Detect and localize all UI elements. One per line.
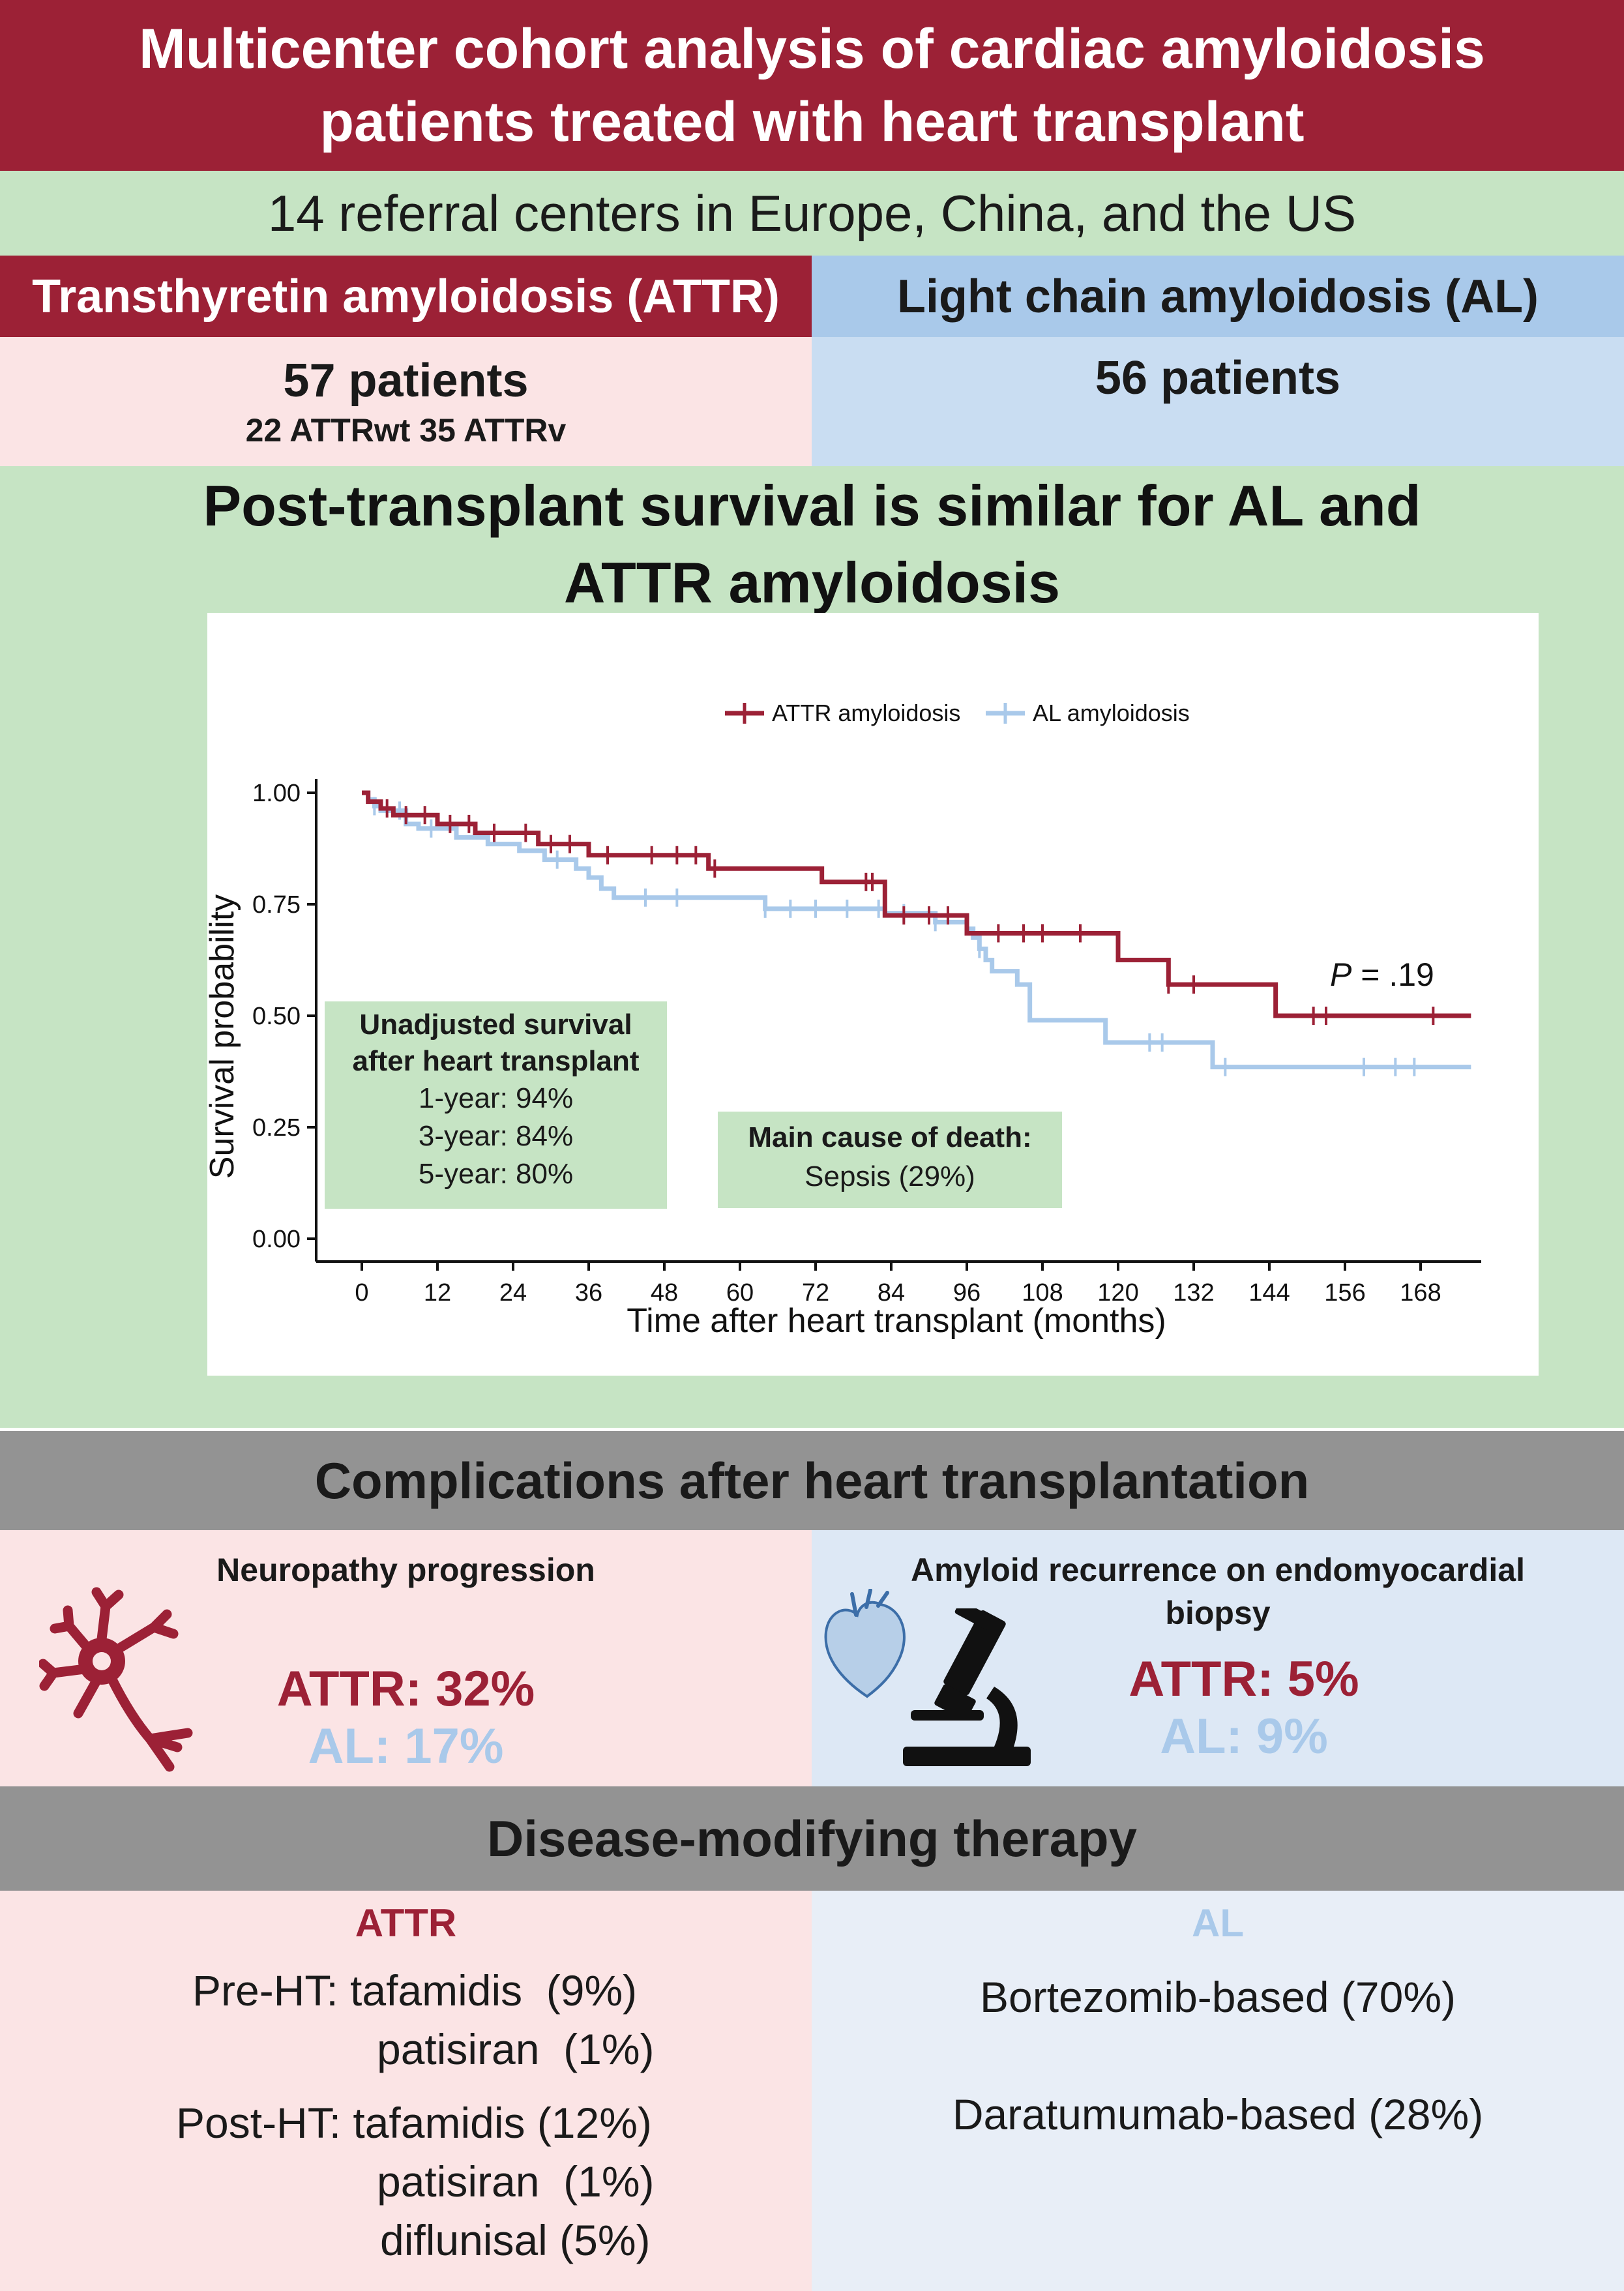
heart-icon xyxy=(824,1589,906,1698)
attr-post-ht-diflunisal: diflunisal (5%) xyxy=(380,2216,651,2264)
complications-header: Complications after heart transplantatio… xyxy=(0,1431,1624,1530)
attr-pre-ht-patisiran: patisiran (1%) xyxy=(377,2025,655,2073)
cause-title: Main cause of death: xyxy=(748,1121,1032,1153)
survival-title-line-2: ATTR amyloidosis xyxy=(563,550,1061,615)
neuropathy-al-value: AL: 17% xyxy=(308,1719,504,1774)
attr-pre-ht-tafamidis: Pre-HT: tafamidis (9%) xyxy=(192,1966,638,2015)
attr-patient-count: 57 patients xyxy=(283,355,529,407)
al-therapy-label: AL xyxy=(1192,1901,1244,1945)
unadjusted-title-1: Unadjusted survival xyxy=(359,1009,632,1041)
attr-group-header: Transthyretin amyloidosis (ATTR) xyxy=(0,256,812,337)
attr-post-ht-tafamidis: Post-HT: tafamidis (12%) xyxy=(176,2099,652,2147)
recurrence-al-value: AL: 9% xyxy=(1160,1709,1328,1764)
attr-therapy-label: ATTR xyxy=(355,1901,457,1945)
al-group-header: Light chain amyloidosis (AL) xyxy=(812,256,1624,337)
unadjusted-title-2: after heart transplant xyxy=(352,1045,640,1077)
al-daratumumab: Daratumumab-based (28%) xyxy=(952,2090,1484,2138)
therapy-header: Disease-modifying therapy xyxy=(0,1786,1624,1891)
al-bortezomib: Bortezomib-based (70%) xyxy=(980,1973,1456,2021)
unadjusted-survival-box: Unadjusted survival after heart transpla… xyxy=(325,1001,667,1209)
neuropathy-attr-value: ATTR: 32% xyxy=(276,1661,535,1717)
al-count-box: 56 patients xyxy=(812,337,1624,466)
unadjusted-1-year: 1-year: 94% xyxy=(418,1082,574,1114)
neuropathy-title: Neuropathy progression xyxy=(216,1552,595,1588)
cause-value: Sepsis (29%) xyxy=(805,1160,975,1192)
subtitle: 14 referral centers in Europe, China, an… xyxy=(0,171,1624,256)
neuron-icon xyxy=(39,1587,193,1772)
plot-panel xyxy=(207,613,1539,1376)
attr-therapy-box: ATTR Pre-HT: tafamidis (9%) patisiran (1… xyxy=(0,1891,812,2291)
title-line-1: Multicenter cohort analysis of cardiac a… xyxy=(139,18,1485,80)
unadjusted-3-year: 3-year: 84% xyxy=(418,1120,574,1152)
cause-of-death-box: Main cause of death: Sepsis (29%) xyxy=(718,1112,1062,1208)
attr-breakdown: 22 ATTRwt 35 ATTRv xyxy=(245,412,567,449)
recurrence-box: Amyloid recurrence on endomyocardial bio… xyxy=(812,1530,1624,1786)
al-therapy-box: AL Bortezomib-based (70%) Daratumumab-ba… xyxy=(812,1891,1624,2291)
microscope-icon xyxy=(903,1608,1031,1766)
survival-title-line-1: Post-transplant survival is similar for … xyxy=(203,473,1421,538)
page-title: Multicenter cohort analysis of cardiac a… xyxy=(0,0,1624,171)
title-line-2: patients treated with heart transplant xyxy=(319,91,1305,153)
recurrence-title: Amyloid recurrence on endomyocardial bio… xyxy=(812,1548,1624,1634)
recurrence-title-1: Amyloid recurrence on endomyocardial xyxy=(911,1552,1525,1588)
survival-title: Post-transplant survival is similar for … xyxy=(0,466,1624,623)
recurrence-title-2: biopsy xyxy=(1165,1595,1271,1631)
al-patient-count: 56 patients xyxy=(1095,352,1341,404)
neuropathy-box: Neuropathy progression ATTR: 32% AL: 17% xyxy=(0,1530,812,1786)
recurrence-attr-value: ATTR: 5% xyxy=(1129,1651,1359,1707)
attr-post-ht-patisiran: patisiran (1%) xyxy=(377,2157,655,2206)
unadjusted-5-year: 5-year: 80% xyxy=(418,1158,574,1190)
attr-count-box: 57 patients 22 ATTRwt 35 ATTRv xyxy=(0,337,812,466)
